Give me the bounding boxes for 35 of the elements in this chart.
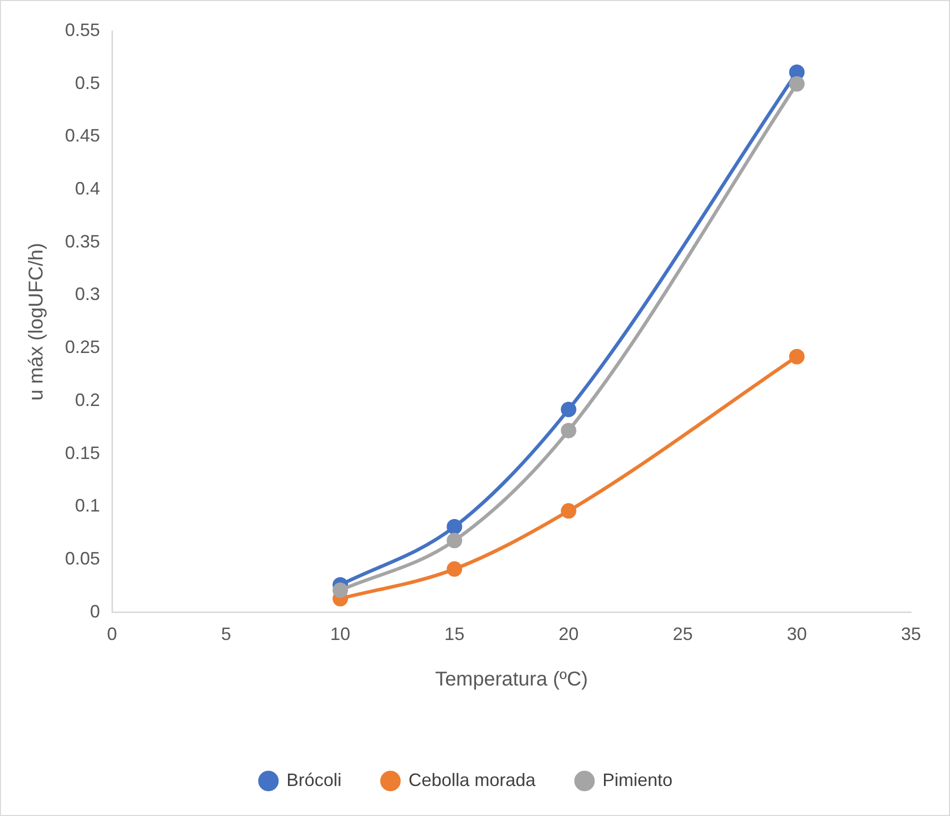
y-tick-label: 0.05 (64, 548, 100, 569)
point (789, 64, 805, 80)
x-tick-label: 30 (786, 624, 807, 644)
point (446, 519, 462, 535)
x-tick-label: 20 (558, 624, 579, 644)
legend-label: Brócoli (286, 770, 342, 790)
y-tick-label: 0.4 (75, 178, 100, 199)
x-tick-label: 0 (107, 624, 118, 644)
point (560, 402, 576, 418)
legend-label: Pimiento (602, 770, 673, 790)
y-tick-label: 0.45 (64, 126, 100, 146)
point (560, 422, 576, 438)
x-axis-title: Temperatura (ºC) (435, 668, 588, 691)
legend-label: Cebolla morada (408, 770, 537, 790)
x-tick-label: 10 (330, 624, 350, 644)
y-tick-label: 0.55 (64, 20, 100, 40)
y-tick-label: 0.25 (64, 337, 100, 358)
y-tick-label: 0.2 (75, 390, 100, 410)
y-tick-label: 0.35 (64, 231, 100, 252)
x-tick-label: 35 (900, 624, 922, 644)
x-tick-label: 25 (672, 624, 693, 644)
x-tick-label: 5 (221, 624, 232, 644)
y-tick-label: 0.3 (75, 284, 100, 304)
y-axis-title: u máx (logUFC/h) (26, 242, 48, 401)
point (789, 76, 805, 92)
point (446, 561, 462, 577)
point (446, 532, 462, 548)
x-tick-label: 15 (444, 624, 464, 644)
point (789, 348, 805, 364)
y-tick-label: 0 (90, 601, 100, 622)
point (560, 503, 576, 519)
y-tick-label: 0.5 (75, 72, 100, 93)
y-tick-label: 0.15 (64, 442, 100, 463)
point (332, 582, 348, 598)
y-tick-label: 0.1 (75, 496, 100, 516)
